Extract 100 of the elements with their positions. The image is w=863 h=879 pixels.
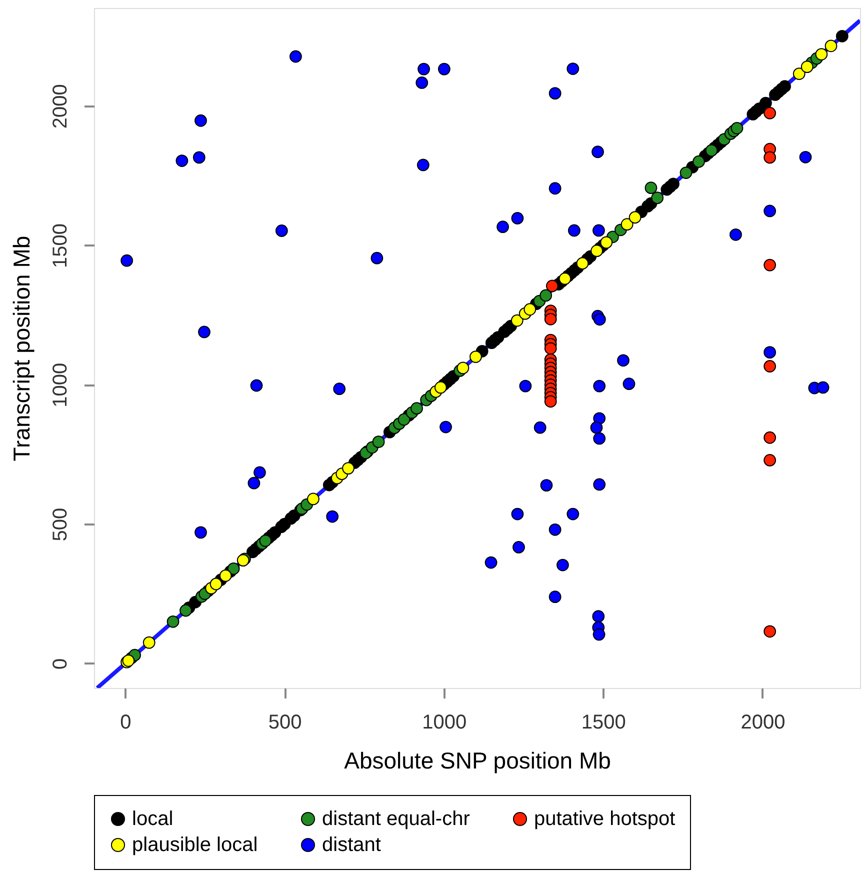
point <box>524 303 536 316</box>
point <box>764 431 776 444</box>
point <box>556 558 569 572</box>
point <box>540 289 552 302</box>
point <box>617 354 630 367</box>
point <box>568 224 580 237</box>
x-tick-label: 2000 <box>740 712 786 734</box>
y-axis-title: Transcript position Mb <box>8 236 34 462</box>
y-tick-label: 1000 <box>50 362 72 408</box>
point <box>248 476 260 490</box>
point <box>342 462 354 474</box>
point <box>764 625 776 638</box>
point <box>410 402 423 415</box>
point <box>398 413 410 426</box>
point <box>166 615 180 628</box>
point <box>544 395 557 408</box>
point <box>764 204 776 218</box>
point <box>416 76 428 89</box>
point <box>592 610 605 623</box>
point <box>544 312 557 326</box>
point <box>628 211 642 224</box>
y-tick-label: 0 <box>50 658 72 670</box>
point <box>651 192 664 204</box>
point <box>194 526 207 539</box>
point <box>800 60 814 74</box>
point <box>210 578 222 590</box>
point <box>176 154 188 167</box>
point <box>434 381 447 394</box>
point <box>730 228 742 241</box>
point <box>250 379 263 392</box>
point <box>692 155 705 168</box>
point <box>622 378 636 390</box>
point <box>253 466 266 479</box>
point <box>815 48 828 60</box>
point <box>456 362 470 374</box>
point <box>566 508 580 520</box>
point <box>484 556 498 569</box>
point <box>307 492 320 506</box>
point <box>511 212 524 224</box>
point <box>548 87 562 100</box>
legend-label: distant equal-chr <box>322 808 470 830</box>
point <box>470 350 482 363</box>
point <box>438 62 450 76</box>
point <box>219 569 232 582</box>
point <box>548 590 562 604</box>
point <box>592 224 605 237</box>
point <box>326 510 339 523</box>
point <box>194 114 207 127</box>
point <box>289 50 302 63</box>
legend-label: distant <box>322 834 382 856</box>
point <box>192 151 206 164</box>
point <box>705 144 718 157</box>
point <box>372 436 385 448</box>
x-tick-label: 500 <box>268 712 302 734</box>
point <box>418 62 430 76</box>
point <box>593 478 606 491</box>
point <box>259 534 272 547</box>
point <box>540 479 553 492</box>
y-tick-label: 1500 <box>50 224 72 268</box>
y-tick-label: 2000 <box>50 84 72 129</box>
point <box>590 244 604 258</box>
point <box>534 421 546 434</box>
point <box>592 146 604 158</box>
point <box>416 158 430 172</box>
legend-label: plausible local <box>132 834 258 856</box>
point <box>799 150 812 164</box>
point <box>764 151 776 164</box>
point <box>644 182 658 194</box>
point <box>764 258 776 272</box>
point <box>593 313 606 326</box>
point <box>440 420 452 434</box>
point <box>180 604 192 617</box>
point <box>764 454 776 466</box>
point <box>593 432 606 445</box>
x-tick-label: 0 <box>120 712 132 734</box>
point <box>519 380 532 392</box>
point <box>680 166 692 179</box>
point <box>816 381 830 394</box>
point <box>512 541 525 554</box>
legend-label: putative hotspot <box>534 808 676 830</box>
point <box>548 182 562 195</box>
legend-label: local <box>132 808 174 830</box>
point <box>592 628 606 641</box>
point <box>730 122 744 134</box>
point <box>510 314 524 327</box>
point <box>511 508 524 520</box>
x-tick-label: 1500 <box>581 712 626 734</box>
point <box>544 342 557 355</box>
point <box>566 62 580 75</box>
y-tick-label: 500 <box>50 508 72 542</box>
point <box>590 421 603 434</box>
point <box>593 380 606 392</box>
point <box>120 254 134 267</box>
point <box>792 68 806 80</box>
point <box>600 236 613 249</box>
point <box>764 360 776 372</box>
point <box>496 220 510 234</box>
point <box>764 346 776 359</box>
point <box>227 562 240 575</box>
point <box>548 523 562 536</box>
